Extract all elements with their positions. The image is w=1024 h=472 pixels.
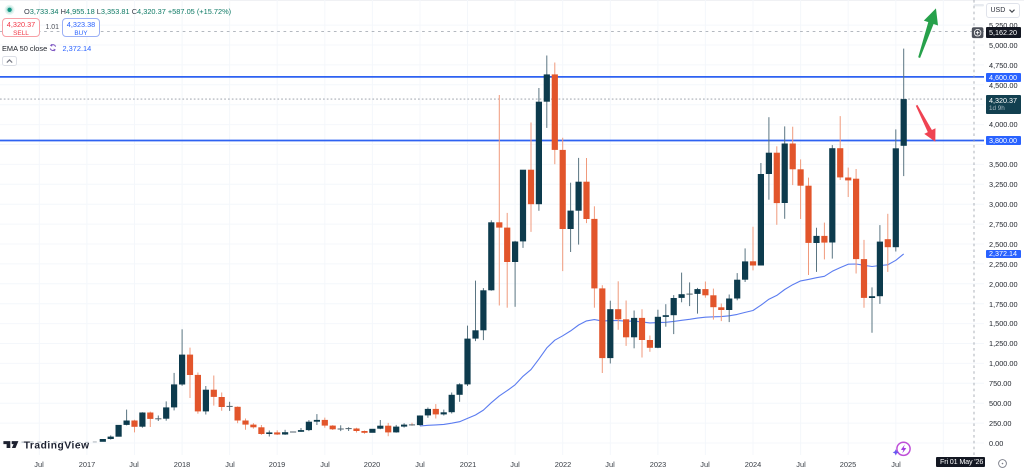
- svg-text:TradingView: TradingView: [24, 440, 90, 451]
